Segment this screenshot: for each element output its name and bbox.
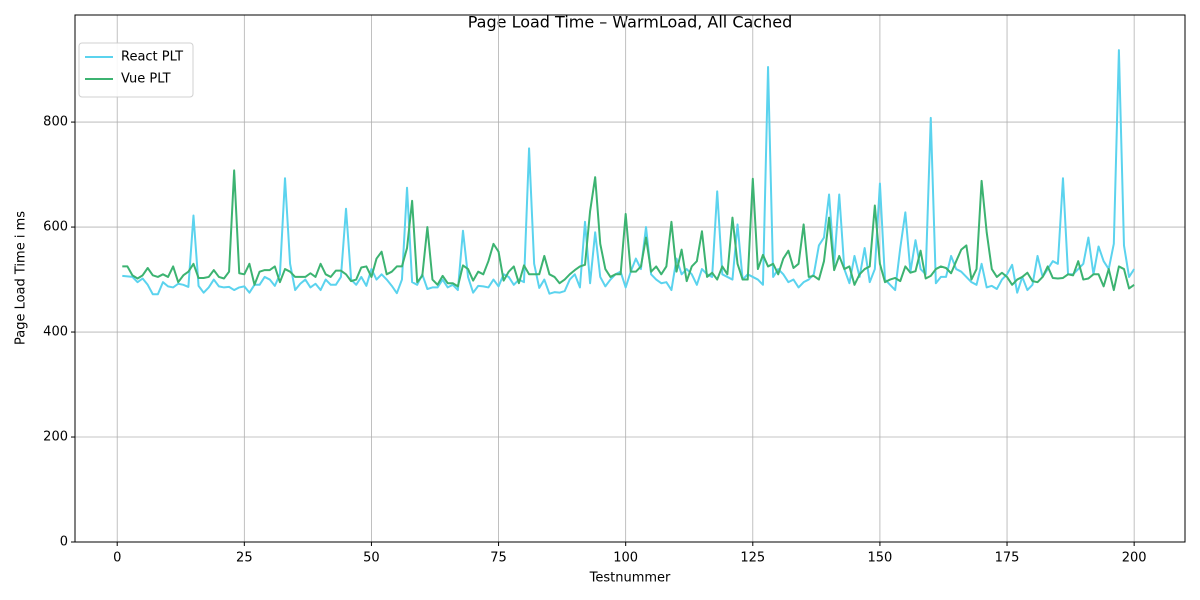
plot-frame xyxy=(74,14,1186,543)
y-tick-label: 0 xyxy=(60,535,68,550)
y-axis-label: Page Load Time i ms xyxy=(14,211,29,345)
x-tick-label: 75 xyxy=(490,551,507,566)
legend-label: Vue PLT xyxy=(121,72,171,87)
x-tick-label: 100 xyxy=(613,551,638,566)
x-tick-label: 0 xyxy=(113,551,121,566)
y-tick-label: 200 xyxy=(43,430,68,445)
y-tick-label: 800 xyxy=(43,115,68,130)
x-axis-label: Testnummer xyxy=(589,571,671,586)
x-tick-label: 50 xyxy=(363,551,380,566)
x-tick-label: 175 xyxy=(995,551,1020,566)
x-tick-label: 125 xyxy=(740,551,765,566)
y-tick-label: 600 xyxy=(43,220,68,235)
line-series xyxy=(122,49,1135,296)
legend-label: React PLT xyxy=(121,50,183,65)
x-tick-label: 200 xyxy=(1122,551,1147,566)
x-tick-label: 25 xyxy=(236,551,253,566)
x-tick-label: 150 xyxy=(868,551,893,566)
chart-title: Page Load Time – WarmLoad, All Cached xyxy=(468,13,793,32)
y-tick-label: 400 xyxy=(43,325,68,340)
line-series xyxy=(122,169,1135,292)
